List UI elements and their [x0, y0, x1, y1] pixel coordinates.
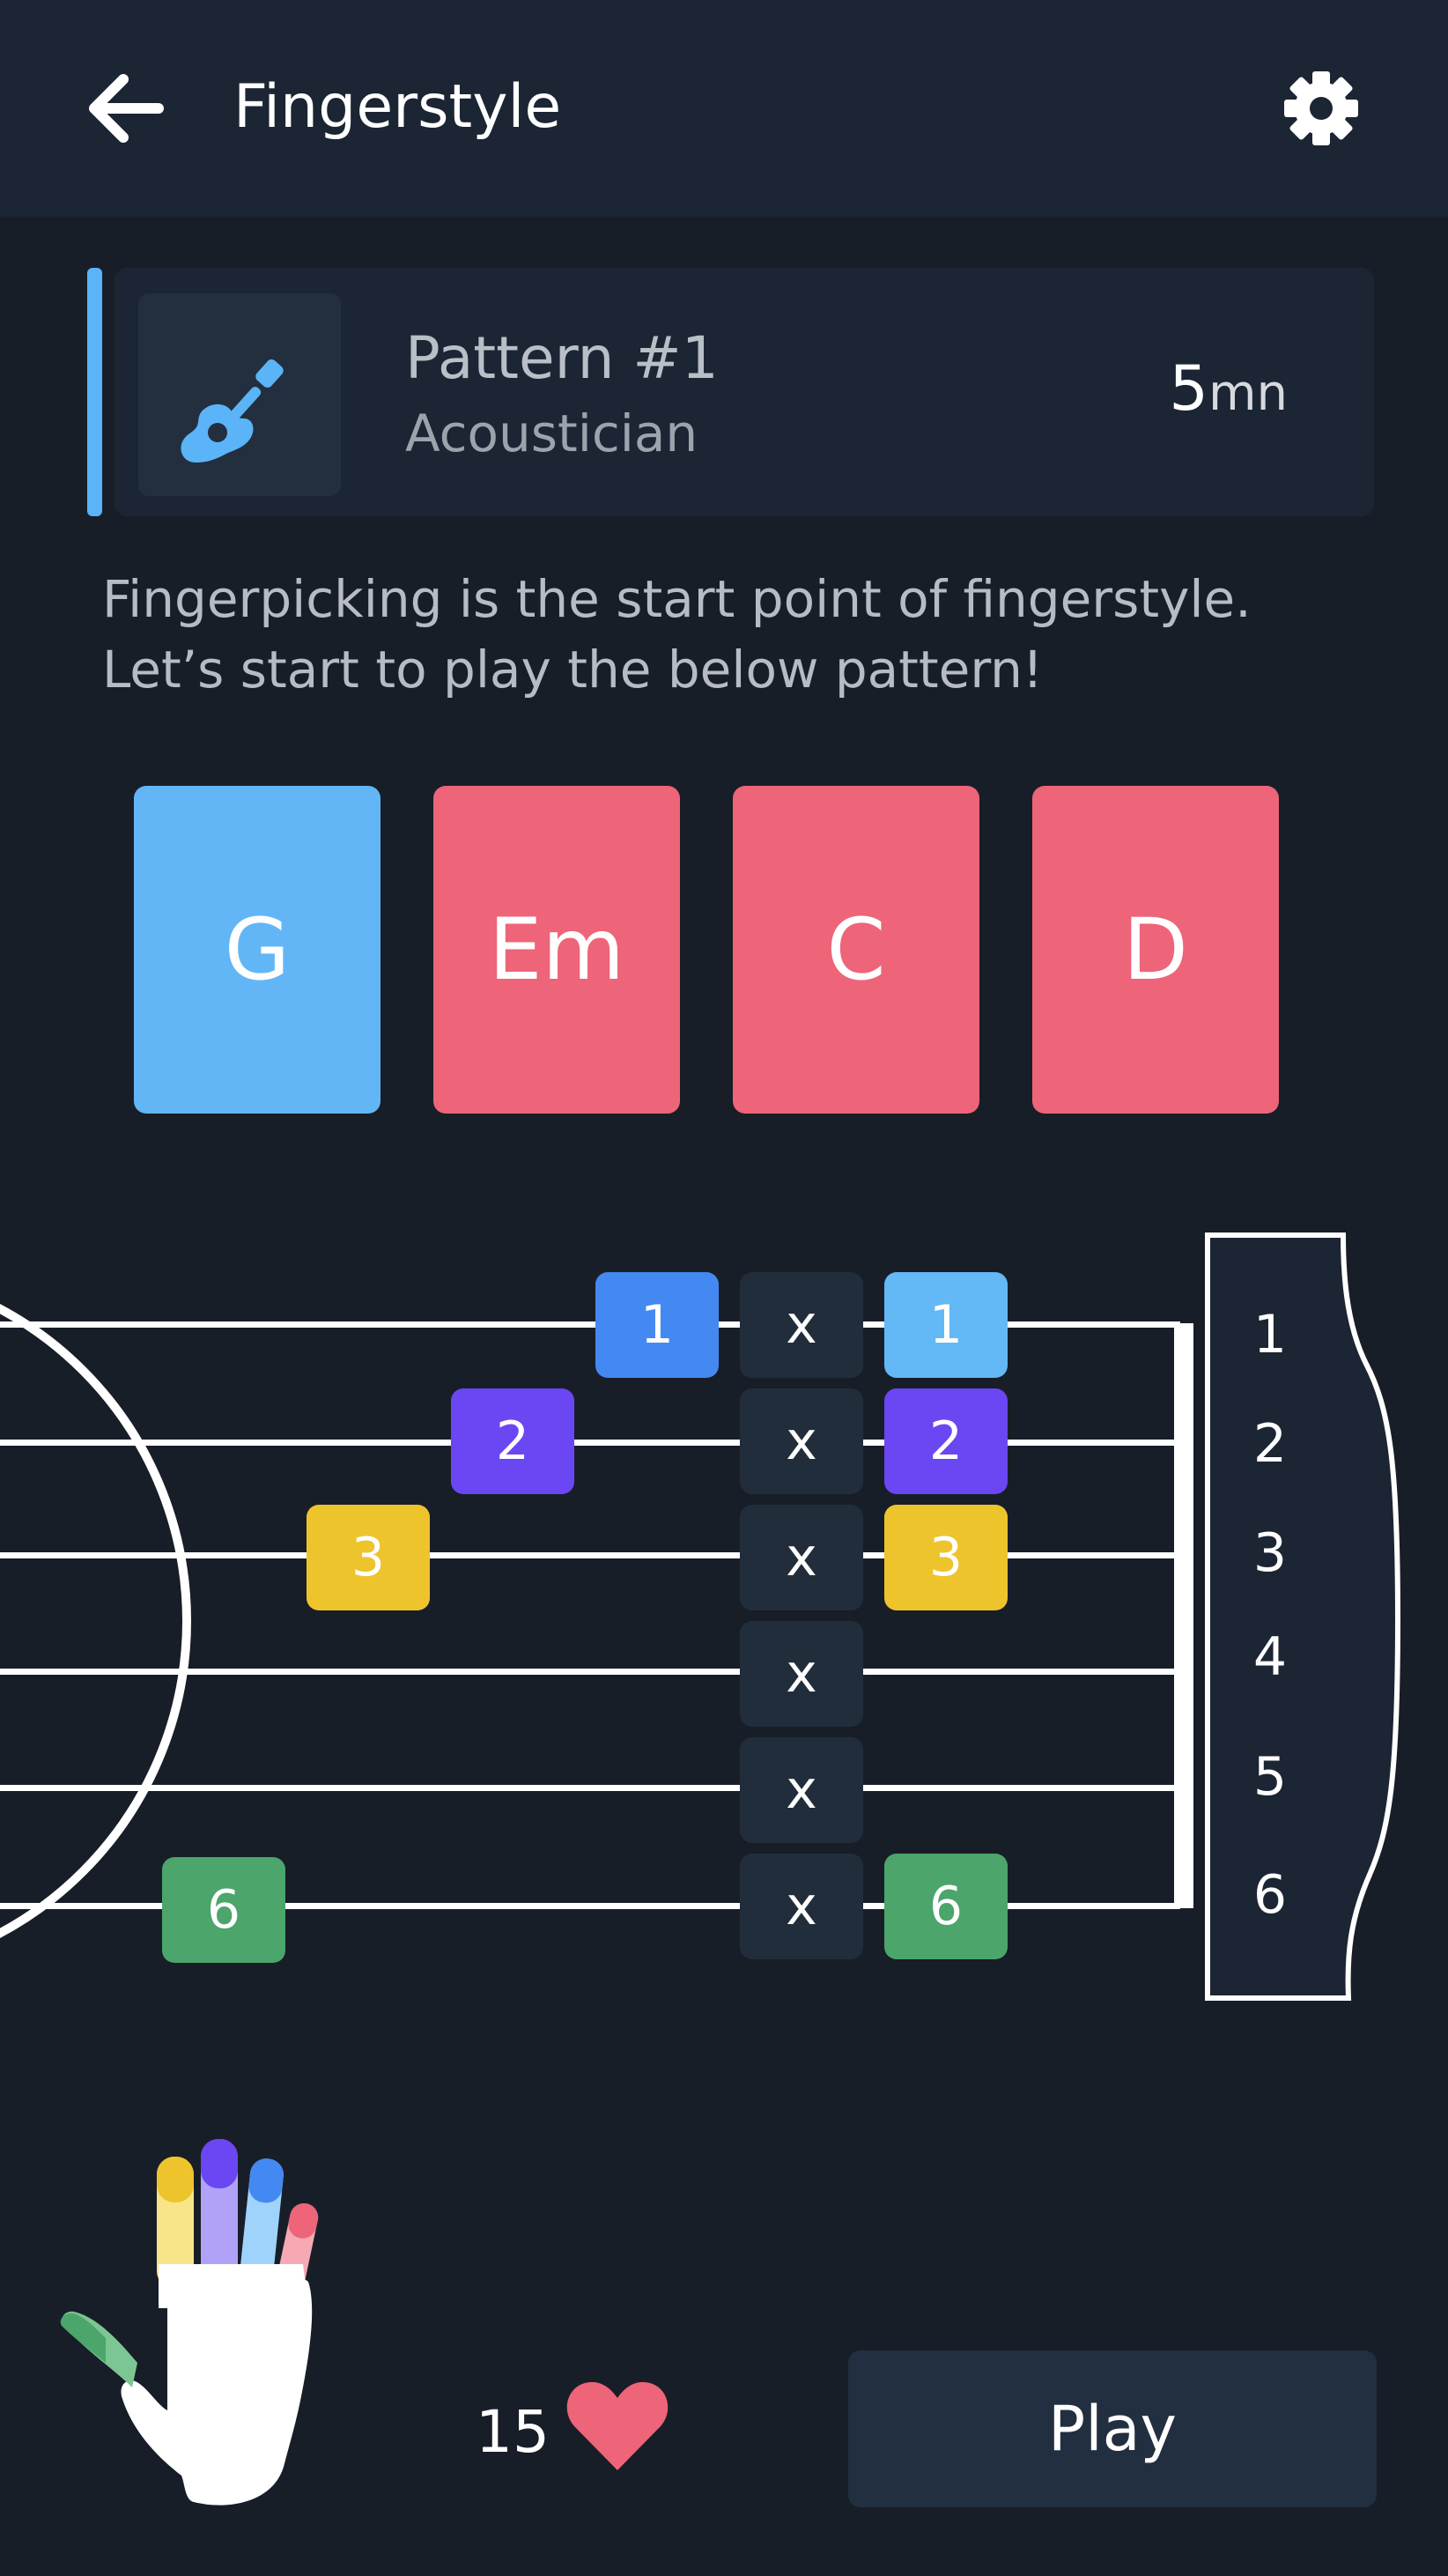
string-number: 2 — [1252, 1413, 1288, 1475]
guitar-string — [0, 1440, 1180, 1446]
hand-icon — [60, 2139, 319, 2506]
chord-note-6: 6 — [884, 1854, 1008, 1959]
duration-value: 5 — [1169, 352, 1208, 425]
mute-marker: x — [740, 1388, 863, 1494]
guitar-headstock — [1205, 1232, 1401, 2001]
pick-note-1: 1 — [595, 1272, 719, 1378]
chord-note-1: 1 — [884, 1272, 1008, 1378]
pattern-duration: 5mn — [1169, 352, 1288, 425]
page-title: Fingerstyle — [233, 72, 562, 142]
chord-card-c[interactable]: C — [733, 786, 979, 1114]
play-label: Play — [1048, 2393, 1177, 2465]
pick-note-3: 3 — [307, 1505, 430, 1610]
pattern-description: Fingerpicking is the start point of fing… — [102, 569, 1252, 700]
pattern-thumbnail — [138, 293, 341, 496]
gear-icon[interactable] — [1282, 69, 1361, 148]
chord-note-3: 3 — [884, 1505, 1008, 1610]
chord-label: C — [826, 900, 886, 999]
pattern-title: Pattern #1 — [405, 324, 719, 392]
chord-card-d[interactable]: D — [1032, 786, 1279, 1114]
chord-label: Em — [488, 900, 625, 999]
heart-icon[interactable] — [564, 2377, 671, 2474]
app-header — [0, 0, 1448, 217]
guitar-string — [0, 1903, 1180, 1909]
guitar-icon — [181, 359, 284, 463]
back-arrow-icon[interactable] — [85, 70, 166, 146]
guitar-string — [0, 1785, 1180, 1791]
pick-note-6: 6 — [162, 1857, 285, 1963]
mute-marker: x — [740, 1737, 863, 1843]
mute-marker: x — [740, 1272, 863, 1378]
chord-label: D — [1123, 900, 1188, 999]
guitar-string — [0, 1669, 1180, 1675]
mute-marker: x — [740, 1621, 863, 1727]
play-button[interactable]: Play — [848, 2350, 1377, 2507]
sound-hole — [0, 1304, 191, 1938]
mute-marker: x — [740, 1854, 863, 1959]
string-number: 5 — [1252, 1746, 1288, 1808]
guitar-string — [0, 1552, 1180, 1558]
string-number: 3 — [1252, 1522, 1288, 1584]
guitar-nut — [1174, 1323, 1193, 1908]
mute-marker: x — [740, 1505, 863, 1610]
string-number: 4 — [1252, 1626, 1288, 1688]
chord-note-2: 2 — [884, 1388, 1008, 1494]
chord-label: G — [224, 900, 291, 999]
chord-card-em[interactable]: Em — [433, 786, 680, 1114]
guitar-string — [0, 1321, 1180, 1328]
chord-card-g[interactable]: G — [134, 786, 380, 1114]
duration-unit: mn — [1208, 365, 1288, 422]
string-number: 6 — [1252, 1864, 1288, 1926]
pattern-subtitle: Acoustician — [405, 403, 698, 463]
likes-count: 15 — [476, 2398, 550, 2466]
card-accent-bar — [87, 268, 102, 516]
pick-note-2: 2 — [451, 1388, 574, 1494]
string-number: 1 — [1252, 1304, 1288, 1366]
